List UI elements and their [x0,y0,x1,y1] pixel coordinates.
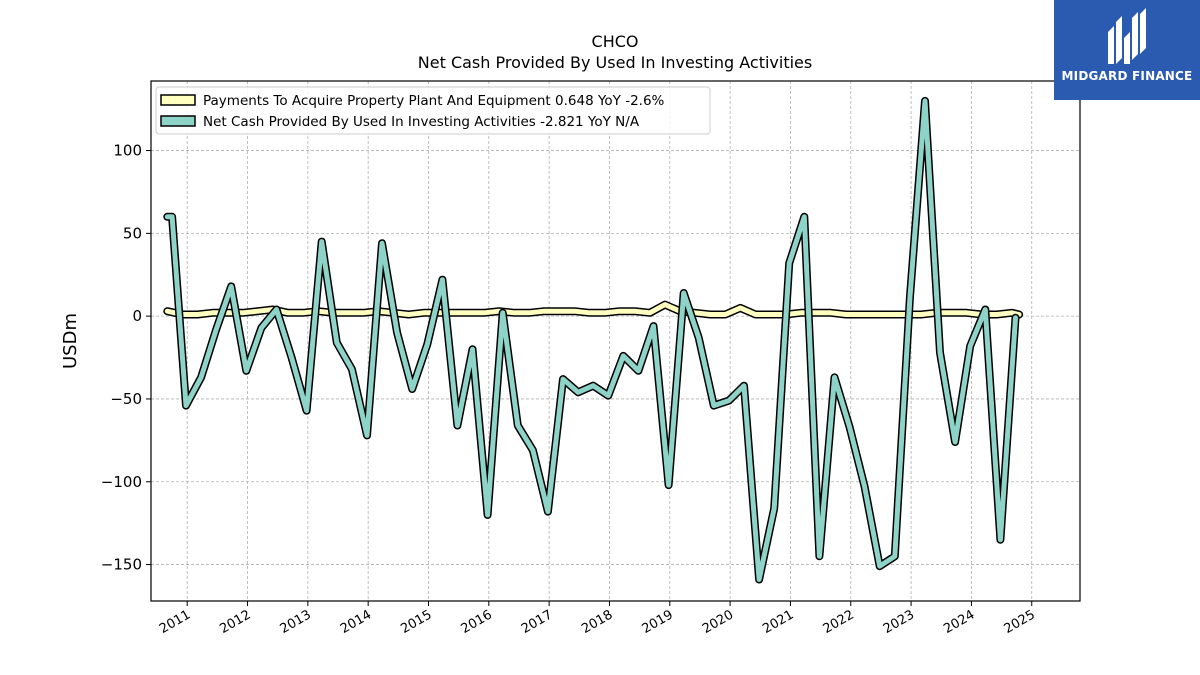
x-tick-label: 2020 [700,607,736,637]
x-tick-label: 2023 [881,607,917,637]
x-tick-label: 2024 [941,607,977,637]
x-tick-label: 2021 [760,607,796,637]
chart-title: CHCO [592,32,639,51]
y-tick-label: 0 [132,307,142,325]
series-lines [163,96,1024,584]
plot-area-frame [150,80,1081,602]
y-tick-label: −150 [101,556,142,574]
x-tick-label: 2014 [338,607,374,637]
legend-label-0: Payments To Acquire Property Plant And E… [203,93,665,109]
legend-label-1: Net Cash Provided By Used In Investing A… [203,114,640,130]
x-tick-label: 2016 [459,607,495,637]
y-tick-label: −50 [110,390,142,408]
x-tick-label: 2012 [217,607,253,637]
x-tick-label: 2017 [519,607,555,637]
chart-subtitle: Net Cash Provided By Used In Investing A… [418,53,812,72]
legend-swatch-0 [160,94,196,106]
y-axis-label: USDm [60,313,81,369]
legend-box [155,86,711,135]
x-tick-label: 2011 [157,607,193,637]
y-tick-label: −100 [101,473,142,491]
midgard-logo-icon [1108,8,1146,64]
y-tick-label: 100 [113,142,142,160]
x-tick-label: 2018 [579,607,615,637]
x-tick-label: 2019 [640,607,676,637]
y-tick-label: 50 [123,224,142,242]
x-tick-label: 2022 [821,607,857,637]
brand-logo: MIDGARD FINANCE [1054,0,1200,100]
x-tick-label: 2015 [398,607,434,637]
x-tick-label: 2013 [278,607,314,637]
series-1-line [164,98,1018,582]
x-tick-label: 2025 [1002,607,1038,637]
legend: Payments To Acquire Property Plant And E… [155,86,711,135]
logo-text: MIDGARD FINANCE [1061,69,1193,83]
series-0-line [164,302,1022,317]
legend-swatch-1 [160,115,196,127]
series-1-outline [163,96,1020,584]
